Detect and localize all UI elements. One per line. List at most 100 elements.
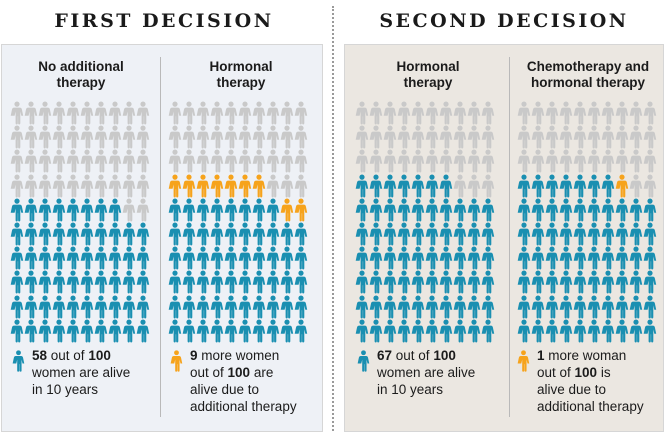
woman-figure-alive [355, 174, 369, 198]
woman-figure-alive [453, 198, 467, 222]
woman-figure-alive [38, 222, 52, 246]
woman-figure-alive [355, 319, 369, 343]
woman-figure-alive [411, 246, 425, 270]
woman-figure-alive [573, 270, 587, 294]
woman-figure-alive [559, 198, 573, 222]
woman-figure-alive [481, 295, 495, 318]
woman-figure-alive [531, 174, 545, 198]
woman-figure-alive [545, 319, 559, 343]
woman-figure-alive [643, 319, 657, 343]
woman-figure-alive [531, 295, 545, 318]
woman-figure-other [182, 101, 196, 125]
woman-figure-alive [94, 246, 108, 270]
woman-figure-alive [573, 174, 587, 198]
woman-figure-alive [601, 174, 615, 198]
woman-figure-alive [643, 270, 657, 294]
woman-figure-alive [383, 295, 397, 318]
woman-figure-other [80, 149, 94, 173]
woman-figure-other [196, 125, 210, 149]
woman-figure-other [182, 125, 196, 149]
woman-figure-alive [545, 246, 559, 270]
woman-figure-alive [238, 295, 252, 318]
first-decision-heading: FIRST DECISION [54, 10, 274, 32]
column-title-chemotherapy-and-hormonal-therapy: Chemotherapy and hormonal therapy [526, 59, 650, 90]
woman-figure-alive [383, 319, 397, 343]
woman-figure-other [252, 149, 266, 173]
woman-figure-other [643, 101, 657, 125]
woman-figure-alive [481, 222, 495, 246]
woman-figure-alive [24, 319, 38, 343]
woman-figure-alive [587, 270, 601, 294]
woman-figure-alive [453, 246, 467, 270]
woman-figure-alive [52, 270, 66, 294]
second-decision-panel: Hormonal therapy Chemotherapy and hormon… [344, 44, 664, 432]
woman-figure-alive [210, 319, 224, 343]
woman-figure-other [108, 174, 122, 198]
woman-figure-alive [573, 222, 587, 246]
woman-figure-alive [24, 198, 38, 222]
woman-figure-alive [587, 222, 601, 246]
woman-figure-alive [108, 270, 122, 294]
woman-figure-other [369, 101, 383, 125]
woman-figure-alive [196, 198, 210, 222]
woman-figure-alive [10, 295, 24, 318]
woman-figure-alive [545, 270, 559, 294]
woman-figure-alive [238, 198, 252, 222]
woman-figure-other [629, 149, 643, 173]
woman-figure-alive [252, 246, 266, 270]
woman-figure-alive [453, 270, 467, 294]
woman-figure-other [355, 149, 369, 173]
pictogram-grid-chemotherapy-and-hormonal-therapy [517, 101, 657, 343]
woman-figure-other [122, 149, 136, 173]
woman-figure-alive [517, 295, 531, 318]
woman-figure-other [136, 198, 150, 222]
woman-figure-alive [397, 319, 411, 343]
woman-figure-other [224, 149, 238, 173]
woman-figure-alive [481, 270, 495, 294]
woman-figure-alive [383, 174, 397, 198]
woman-figure-alive [643, 295, 657, 318]
woman-figure-alive [238, 246, 252, 270]
woman-figure-alive [629, 295, 643, 318]
woman-figure-alive [453, 222, 467, 246]
woman-figure-alive [425, 270, 439, 294]
woman-figure-alive [266, 295, 280, 318]
woman-figure-other [266, 149, 280, 173]
woman-figure-alive [224, 270, 238, 294]
woman-figure-other [355, 101, 369, 125]
woman-figure-alive [517, 270, 531, 294]
woman-figure-alive [136, 319, 150, 343]
woman-figure-other [252, 125, 266, 149]
woman-figure-other [643, 149, 657, 173]
woman-figure-other [383, 101, 397, 125]
woman-figure-alive [66, 270, 80, 294]
woman-figure-other [266, 101, 280, 125]
woman-figure-additional [252, 174, 266, 198]
woman-figure-alive [545, 198, 559, 222]
woman-figure-alive [224, 319, 238, 343]
woman-figure-alive [517, 222, 531, 246]
woman-figure-other [629, 174, 643, 198]
woman-figure-additional [196, 174, 210, 198]
woman-figure-other [168, 101, 182, 125]
woman-figure-alive [397, 174, 411, 198]
woman-figure-alive [52, 198, 66, 222]
woman-figure-other [66, 174, 80, 198]
woman-figure-other [52, 125, 66, 149]
woman-figure-other [369, 149, 383, 173]
woman-figure-other [266, 125, 280, 149]
woman-figure-alive [182, 246, 196, 270]
woman-figure-alive [266, 198, 280, 222]
woman-figure-alive [66, 246, 80, 270]
woman-figure-alive [411, 319, 425, 343]
woman-figure-other [587, 125, 601, 149]
woman-figure-other [280, 101, 294, 125]
woman-figure-alive [643, 246, 657, 270]
woman-figure-additional [238, 174, 252, 198]
legend-survival: 58 out of 100 women are alive in 10 year… [12, 347, 157, 417]
woman-figure-other [168, 149, 182, 173]
woman-figure-other [10, 149, 24, 173]
woman-figure-alive [439, 295, 453, 318]
woman-figure-other [136, 101, 150, 125]
woman-figure-other [10, 125, 24, 149]
